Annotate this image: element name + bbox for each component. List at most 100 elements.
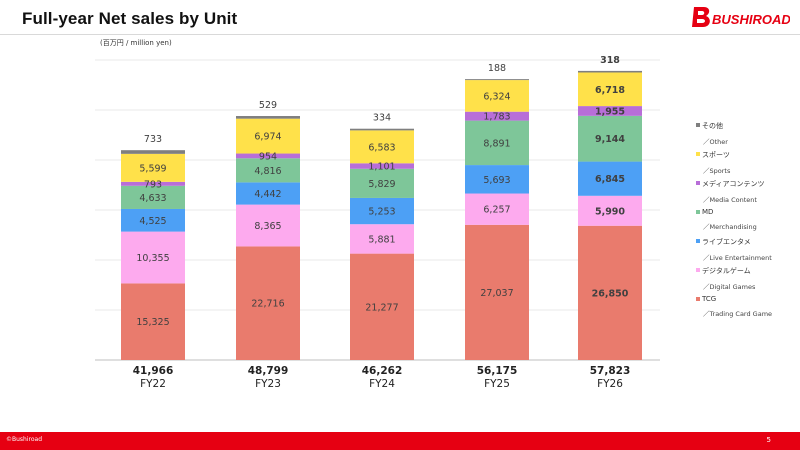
bar-segment bbox=[350, 130, 414, 164]
bar-segment bbox=[350, 128, 414, 131]
data-label: 1,783 bbox=[483, 112, 510, 123]
data-label: 5,829 bbox=[368, 179, 395, 190]
data-label: 4,525 bbox=[139, 216, 166, 227]
data-label: 27,037 bbox=[480, 288, 513, 299]
legend-swatch bbox=[696, 152, 700, 156]
bar-segment bbox=[578, 225, 642, 360]
legend-item: ライブエンタメ ／Live Entertainment bbox=[696, 237, 772, 262]
legend-sublabel: ／Digital Games bbox=[703, 283, 756, 291]
bar-segment bbox=[121, 150, 185, 154]
legend-item: MD ／Merchandising bbox=[696, 208, 757, 231]
bushiroad-logo: BUSHIROAD bbox=[692, 7, 790, 27]
data-label: 5,990 bbox=[595, 206, 625, 217]
total-label: 46,262 bbox=[362, 365, 403, 377]
category-label: FY23 bbox=[255, 378, 281, 390]
legend-item: スポーツ ／Sports bbox=[696, 150, 730, 175]
data-label: 188 bbox=[488, 63, 506, 74]
data-label: 6,583 bbox=[368, 142, 395, 153]
bar-segment bbox=[578, 195, 642, 226]
bar-segment bbox=[121, 153, 185, 182]
chart-bars bbox=[121, 70, 642, 360]
bar-segment bbox=[236, 116, 300, 119]
data-label: 4,633 bbox=[139, 193, 166, 204]
title-divider bbox=[0, 34, 800, 35]
legend-sublabel: ／Merchandising bbox=[703, 223, 757, 231]
bar-segment bbox=[236, 158, 300, 183]
bar-segment bbox=[350, 163, 414, 169]
data-label: 10,355 bbox=[136, 253, 169, 264]
data-label: 6,845 bbox=[595, 174, 625, 185]
data-label: 26,850 bbox=[592, 288, 629, 299]
legend-label: TCG bbox=[702, 295, 717, 303]
bar-segment bbox=[578, 70, 642, 73]
bar-segment bbox=[578, 115, 642, 162]
bar-segment bbox=[236, 182, 300, 205]
data-label: 733 bbox=[144, 134, 162, 145]
data-label: 5,599 bbox=[139, 163, 166, 174]
category-label: FY22 bbox=[140, 378, 166, 390]
legend-swatch bbox=[696, 239, 700, 243]
category-label: FY24 bbox=[369, 378, 395, 390]
legend-item: デジタルゲーム ／Digital Games bbox=[696, 266, 756, 291]
chart-data-labels: 15,325 10,355 4,525 4,633 793 5,599 733 22,716 8… bbox=[136, 55, 628, 328]
legend-label: メディアコンテンツ bbox=[702, 180, 765, 188]
bar-segment bbox=[465, 224, 529, 360]
bar-segment bbox=[121, 208, 185, 232]
data-label: 529 bbox=[259, 100, 277, 111]
legend-sublabel: ／Other bbox=[703, 138, 728, 146]
legend-label: ライブエンタメ bbox=[702, 238, 751, 246]
legend-sublabel: ／Media Content bbox=[703, 196, 757, 204]
data-label: 8,891 bbox=[483, 138, 510, 149]
legend-label: スポーツ bbox=[702, 151, 730, 159]
bar-segment bbox=[236, 153, 300, 159]
data-label: 6,974 bbox=[254, 132, 281, 143]
legend-swatch bbox=[696, 181, 700, 185]
bar-segment bbox=[465, 193, 529, 225]
footer-bar: ©Bushiroad 5 bbox=[0, 432, 800, 450]
legend-item: TCG ／Trading Card Game bbox=[696, 295, 773, 318]
legend-label: MD bbox=[702, 208, 714, 216]
bar-segment bbox=[465, 80, 529, 112]
legend-swatch bbox=[696, 123, 700, 127]
bar-segment bbox=[350, 197, 414, 225]
data-label: 6,324 bbox=[483, 91, 510, 102]
data-label: 318 bbox=[600, 55, 620, 66]
data-label: 15,325 bbox=[136, 317, 169, 328]
bar-segment bbox=[350, 168, 414, 198]
legend-item: その他 ／Other bbox=[696, 121, 728, 146]
bar-segment bbox=[236, 246, 300, 360]
bar-segment bbox=[121, 185, 185, 209]
copyright-text: ©Bushiroad bbox=[6, 436, 43, 443]
legend-swatch bbox=[696, 268, 700, 272]
bar-segment bbox=[465, 111, 529, 121]
bar-segment bbox=[465, 79, 529, 81]
legend-sublabel: ／Trading Card Game bbox=[703, 310, 773, 318]
category-label: FY25 bbox=[484, 378, 510, 390]
data-label: 6,718 bbox=[595, 85, 625, 96]
data-label: 793 bbox=[144, 179, 162, 190]
data-label: 22,716 bbox=[251, 299, 284, 310]
bar-segment bbox=[121, 231, 185, 284]
bar-segment bbox=[121, 283, 185, 360]
data-label: 1,101 bbox=[368, 162, 395, 173]
total-label: 56,175 bbox=[477, 365, 518, 377]
legend-label: その他 bbox=[702, 122, 723, 130]
legend-sublabel: ／Live Entertainment bbox=[703, 254, 772, 262]
data-label: 8,365 bbox=[254, 221, 281, 232]
bar-segment bbox=[578, 106, 642, 116]
total-label: 48,799 bbox=[248, 365, 289, 377]
data-label: 21,277 bbox=[365, 302, 398, 313]
page-number: 5 bbox=[766, 436, 771, 444]
unit-label: (百万円 / million yen) bbox=[100, 39, 172, 47]
bar-segment bbox=[578, 161, 642, 196]
data-label: 1,955 bbox=[595, 106, 625, 117]
data-label: 4,442 bbox=[254, 189, 281, 200]
bar-segment bbox=[578, 72, 642, 107]
logo-b-mark-icon bbox=[692, 7, 710, 27]
data-label: 954 bbox=[259, 151, 277, 162]
logo-wordmark: BUSHIROAD bbox=[712, 12, 790, 27]
bar-segment bbox=[465, 165, 529, 194]
total-label: 57,823 bbox=[590, 365, 631, 377]
data-label: 6,257 bbox=[483, 205, 510, 216]
